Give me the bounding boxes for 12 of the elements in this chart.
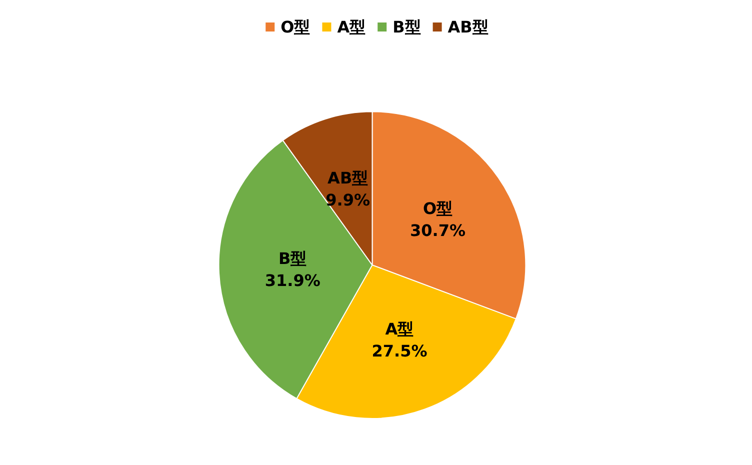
- slice-label: B型: [278, 248, 307, 268]
- legend-label: B型: [392, 18, 421, 36]
- legend-label: O型: [280, 18, 310, 36]
- legend-label: A型: [337, 18, 366, 36]
- legend-label: AB型: [448, 18, 488, 36]
- data-label: 31.9%: [264, 270, 320, 290]
- data-label: 27.5%: [372, 341, 428, 360]
- slice-label: AB型: [328, 168, 368, 188]
- data-label: 30.7%: [410, 221, 466, 240]
- slice-label: O型: [422, 199, 453, 218]
- data-label: 9.9%: [326, 190, 370, 210]
- slice-label: A型: [385, 319, 414, 338]
